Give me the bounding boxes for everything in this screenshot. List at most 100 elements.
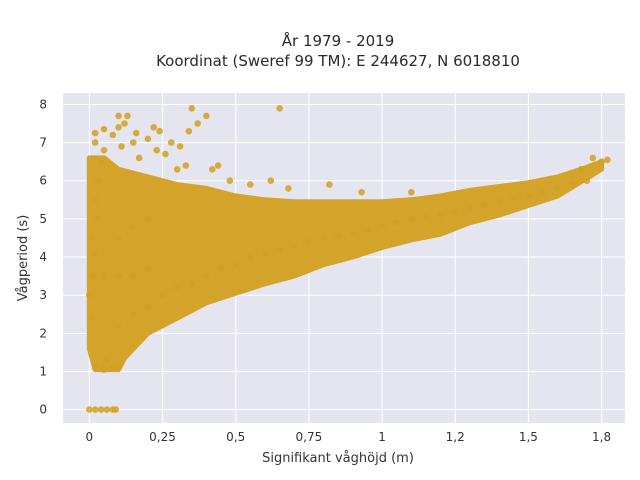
scatter-point <box>510 194 518 202</box>
x-tick-label: 0,5 <box>226 430 245 444</box>
scatter-point <box>124 112 131 120</box>
scatter-point <box>583 177 591 184</box>
scatter-point <box>267 177 275 184</box>
scatter-point <box>135 154 143 162</box>
scatter-point <box>451 208 459 215</box>
scatter-point <box>91 406 99 413</box>
scatter-point <box>97 158 105 165</box>
scatter-point <box>217 265 225 272</box>
scatter-point <box>182 162 190 169</box>
scatter-point <box>91 364 99 372</box>
scatter-point <box>97 406 105 413</box>
scatter-point <box>604 156 611 164</box>
data-points <box>86 105 611 413</box>
scatter-point <box>115 322 122 330</box>
scatter-point <box>589 154 597 162</box>
scatter-point <box>144 135 152 143</box>
scatter-point <box>305 238 313 246</box>
scatter-point <box>525 192 532 200</box>
scatter-point <box>118 143 125 150</box>
x-tick-label: 0,75 <box>296 430 323 444</box>
scatter-point <box>89 272 96 280</box>
x-tick-label: 1,8 <box>592 430 611 444</box>
scatter-point <box>115 272 122 280</box>
scatter-point <box>132 129 140 137</box>
scatter-point <box>194 120 201 127</box>
scatter-point <box>89 234 96 242</box>
scatter-point <box>86 291 93 299</box>
scatter-point <box>91 129 99 137</box>
scatter-point <box>130 272 137 280</box>
y-tick-label: 5 <box>39 212 47 226</box>
scatter-point <box>466 204 474 211</box>
scatter-point <box>109 364 117 372</box>
scatter-point <box>173 166 181 173</box>
scatter-point <box>91 139 99 146</box>
chart-title: År 1979 - 2019 <box>282 31 395 50</box>
scatter-point <box>495 198 503 205</box>
scatter-point <box>91 249 99 257</box>
scatter-point <box>103 356 111 364</box>
scatter-point <box>393 219 401 226</box>
scatter-point <box>349 230 357 238</box>
chart-subtitle: Koordinat (Sweref 99 TM): E 244627, N 60… <box>156 52 520 70</box>
scatter-point <box>173 284 181 291</box>
scatter-point <box>130 223 137 230</box>
scatter-density-band <box>86 155 605 373</box>
scatter-point <box>89 314 96 322</box>
y-tick-label: 3 <box>39 288 47 302</box>
scatter-point <box>276 246 283 253</box>
scatter-point <box>577 166 585 173</box>
scatter-point <box>326 181 333 188</box>
scatter-point <box>247 253 254 261</box>
scatter-point <box>285 185 292 192</box>
scatter-point <box>130 311 137 318</box>
x-axis-title: Signifikant våghöjd (m) <box>262 451 414 466</box>
dense-point-cloud <box>86 155 605 373</box>
scatter-point <box>91 196 99 204</box>
scatter-point <box>320 234 327 242</box>
scatter-point <box>188 280 196 288</box>
scatter-point <box>203 112 210 120</box>
scatter-point <box>437 211 444 219</box>
scatter-point <box>94 177 102 184</box>
tick-labels: 0 0,25 0,5 0,75 1 1,2 1,5 1,8 0 1 2 3 4 5 6 7 8 <box>39 97 611 444</box>
scatter-point <box>209 166 216 173</box>
scatter-point <box>100 146 108 154</box>
scatter-point <box>358 188 365 196</box>
scatter-point <box>261 249 269 257</box>
scatter-point <box>94 215 102 223</box>
scatter-point <box>109 131 117 139</box>
scatter-point <box>408 215 415 223</box>
scatter-point <box>290 242 298 249</box>
scatter-point <box>86 406 93 413</box>
scatter-point <box>569 181 576 188</box>
scatter-point <box>159 291 166 299</box>
scatter-point <box>422 213 430 221</box>
scatter-point <box>364 227 371 234</box>
scatter-point <box>226 177 234 184</box>
y-tick-label: 7 <box>39 136 47 150</box>
scatter-point <box>185 127 193 135</box>
scatter-point <box>247 181 254 188</box>
y-tick-label: 4 <box>39 250 47 264</box>
scatter-point <box>115 112 122 120</box>
y-tick-label: 8 <box>39 97 47 111</box>
scatter-point <box>334 232 342 240</box>
scatter-point <box>232 261 239 269</box>
scatter-point <box>100 272 108 280</box>
scatter-point <box>144 265 152 272</box>
scatter-point <box>100 125 108 133</box>
scatter-point <box>176 143 184 150</box>
y-tick-label: 2 <box>39 326 47 340</box>
scatter-point <box>103 406 111 413</box>
scatter-point <box>214 162 222 169</box>
scatter-point <box>144 215 152 223</box>
scatter-point <box>276 105 283 112</box>
x-tick-label: 1,5 <box>519 430 538 444</box>
scatter-point <box>539 188 547 196</box>
scatter-point <box>378 223 386 230</box>
scatter-point <box>115 234 122 242</box>
x-tick-label: 1 <box>378 430 386 444</box>
